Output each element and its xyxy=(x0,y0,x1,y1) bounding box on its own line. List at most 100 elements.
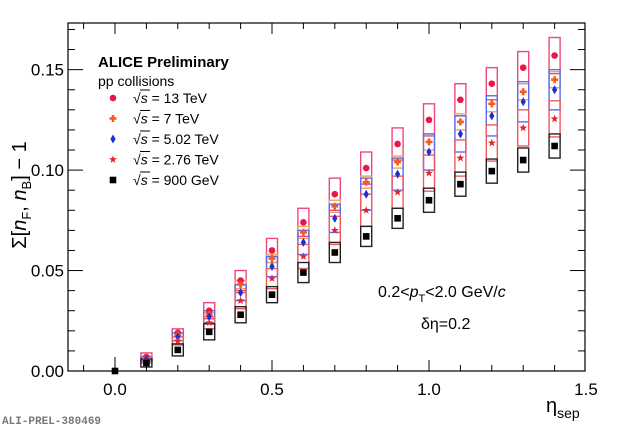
data-point-s-7-tev xyxy=(425,138,433,146)
data-point-s-5-02-tev xyxy=(489,111,495,121)
data-point-s-13-tev xyxy=(425,116,433,124)
data-point-s-900-gev xyxy=(362,233,370,240)
syst-box-s-13-tev xyxy=(485,66,498,101)
data-point-s-5-02-tev xyxy=(457,129,463,139)
syst-box-s-2-76-tev xyxy=(454,139,467,177)
legend-label: √s = 13 TeV xyxy=(133,90,208,106)
systematic-boxes xyxy=(140,36,561,368)
syst-box-s-900-gev xyxy=(360,225,373,248)
data-point-s-13-tev xyxy=(551,52,558,59)
data-point-s-900-gev xyxy=(425,196,433,204)
data-point-s-7-tev xyxy=(268,254,276,262)
legend-marker-circle xyxy=(109,94,117,102)
data-point-s-2-76-tev xyxy=(425,168,433,177)
data-point-s-13-tev xyxy=(300,219,307,226)
syst-box-s-13-tev xyxy=(422,103,436,137)
syst-box-s-900-gev xyxy=(391,207,404,230)
data-point-s-900-gev xyxy=(300,269,307,276)
data-point-s-7-tev xyxy=(237,281,245,289)
legend-label: √s = 7 TeV xyxy=(133,111,200,127)
data-point-s-900-gev xyxy=(331,249,339,256)
legend-entry: √s = 900 GeV xyxy=(109,171,220,188)
annotation-deta: δη=0.2 xyxy=(421,316,470,333)
svg-text:0.2<pT<2.0 GeV/c: 0.2<pT<2.0 GeV/c xyxy=(378,284,506,305)
legend: ALICE Preliminary pp collisions √s = 13 … xyxy=(98,54,230,188)
legend-marker-star xyxy=(109,155,117,163)
data-point-s-7-tev xyxy=(331,202,339,210)
syst-box-s-900-gev xyxy=(297,261,310,284)
data-point-s-5-02-tev xyxy=(269,262,275,272)
legend-label: √s = 2.76 TeV xyxy=(133,152,219,168)
data-point-s-2-76-tev xyxy=(299,252,308,260)
data-point-s-13-tev xyxy=(457,96,464,104)
y-tick-label: 0.05 xyxy=(31,262,64,281)
legend-subtitle: pp collisions xyxy=(98,73,174,89)
legend-label: √s = 900 GeV xyxy=(133,172,220,188)
syst-box-s-900-gev xyxy=(234,306,247,324)
data-point-s-900-gev xyxy=(394,215,401,222)
data-point-s-900-gev xyxy=(488,167,496,175)
syst-box-s-5-02-tev xyxy=(517,81,530,123)
legend-title: ALICE Preliminary xyxy=(98,54,230,71)
data-point-s-2-76-tev xyxy=(550,114,559,123)
legend-entry: √s = 2.76 TeV xyxy=(109,151,219,168)
legend-label: √s = 5.02 TeV xyxy=(133,131,219,147)
data-point-s-5-02-tev xyxy=(520,97,526,107)
syst-box-s-5-02-tev xyxy=(548,68,561,111)
data-point-s-13-tev xyxy=(519,64,527,71)
annotation-pt: 0.2<pT<2.0 GeV/c xyxy=(378,284,506,305)
data-point-s-900-gev xyxy=(457,180,464,188)
legend-marker-square xyxy=(109,176,117,184)
data-point-s-7-tev xyxy=(488,100,496,108)
data-point-s-2-76-tev xyxy=(173,336,182,345)
syst-box-s-900-gev xyxy=(548,133,561,159)
data-point-s-5-02-tev xyxy=(363,189,369,199)
data-point-s-900-gev xyxy=(143,359,150,367)
syst-box-s-13-tev xyxy=(328,177,341,211)
data-point-s-2-76-tev xyxy=(330,226,339,234)
data-point-s-2-76-tev xyxy=(456,153,465,162)
watermark: ALI-PREL-380469 xyxy=(2,416,101,428)
data-point-s-5-02-tev xyxy=(238,288,244,298)
data-point-s-900-gev xyxy=(519,156,527,164)
data-point-s-5-02-tev xyxy=(426,147,432,157)
data-point-s-13-tev xyxy=(237,277,244,284)
data-point-s-2-76-tev xyxy=(393,188,402,196)
data-point-s-5-02-tev xyxy=(332,213,338,223)
plot-frame xyxy=(67,22,586,372)
data-point-s-900-gev xyxy=(174,346,182,354)
tick-labels: 0.0 0.5 1.0 1.5 0.00 0.05 0.10 0.15 xyxy=(31,61,598,399)
data-point-s-7-tev xyxy=(519,88,527,96)
svg-text:δη=0.2: δη=0.2 xyxy=(421,316,470,333)
legend-entry: √s = 13 TeV xyxy=(109,89,208,106)
data-point-s-5-02-tev xyxy=(300,237,306,247)
svg-text:Σ[nF, nB] − 1: Σ[nF, nB] − 1 xyxy=(9,141,34,248)
data-point-s-7-tev xyxy=(551,76,559,84)
data-point-s-7-tev xyxy=(299,228,307,236)
syst-box-s-2-76-tev xyxy=(548,100,561,138)
data-point-s-900-gev xyxy=(268,291,276,298)
syst-box-s-13-tev xyxy=(548,36,561,75)
data-point-s-2-76-tev xyxy=(268,274,276,282)
data-point-s-2-76-tev xyxy=(205,318,214,327)
x-tick-label: 1.0 xyxy=(417,380,441,399)
legend-entry: √s = 5.02 TeV xyxy=(110,130,219,147)
y-axis-title: Σ[nF, nB] − 1 xyxy=(9,141,34,248)
syst-box-s-900-gev xyxy=(171,343,185,357)
data-point-s-2-76-tev xyxy=(519,123,528,132)
data-point-s-900-gev xyxy=(205,328,213,336)
x-tick-label: 1.5 xyxy=(574,380,598,399)
x-tick-label: 0.0 xyxy=(103,380,127,399)
data-point-s-5-02-tev xyxy=(552,85,558,95)
data-point-s-2-76-tev xyxy=(362,206,371,214)
y-tick-label: 0.10 xyxy=(31,161,64,180)
syst-box-s-2-76-tev xyxy=(517,109,530,147)
data-point-s-7-tev xyxy=(394,158,402,166)
x-tick-label: 0.5 xyxy=(260,380,284,399)
data-point-s-2-76-tev xyxy=(487,138,496,147)
syst-box-s-900-gev xyxy=(517,147,530,173)
data-point-s-13-tev xyxy=(362,164,370,172)
plot-frame-rect xyxy=(67,22,586,372)
data-point-s-900-gev xyxy=(551,142,558,150)
